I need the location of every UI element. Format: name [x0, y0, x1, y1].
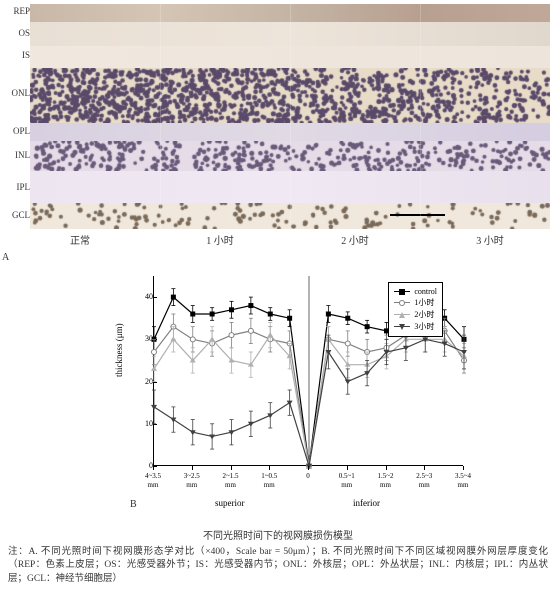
layer-label-rep: REP	[2, 6, 30, 16]
panel-a-col-label: 正常	[40, 232, 120, 247]
y-tick-label: 30	[139, 334, 153, 343]
layer-label-inl: INL	[2, 150, 30, 160]
y-tick-label: 10	[139, 419, 153, 428]
panel-a-col-label: 2 小时	[315, 232, 395, 247]
inferior-label: inferior	[353, 498, 380, 508]
legend-item: control	[394, 287, 437, 296]
x-tick-label: 0.5~1	[332, 472, 362, 480]
panel-b-chart: thickness (μm) 0 10 20 30 40 control1小时2小时3小…	[105, 272, 505, 522]
x-tick-label: 1.5~2	[371, 472, 401, 480]
panel-b-label: B	[130, 499, 137, 510]
histology-image	[30, 4, 550, 229]
chart-plot-area: control1小时2小时3小时	[153, 276, 463, 466]
panel-a-col-label: 1 小时	[180, 232, 260, 247]
y-axis-title: thickness (μm)	[114, 323, 124, 377]
x-tick-label: 1~0.5	[254, 472, 284, 480]
y-tick-label: 0	[139, 461, 153, 470]
layer-label-is: IS	[2, 50, 30, 60]
panel-a-histology: REPOSISONLOPLINLIPLGCL 正常1 小时2 小时3 小时 A	[30, 4, 550, 249]
layer-label-opl: OPL	[2, 126, 30, 136]
legend-item: 3小时	[394, 321, 437, 332]
panel-a-col-label: 3 小时	[450, 232, 530, 247]
layer-label-ipl: IPL	[2, 182, 30, 192]
y-tick-label: 20	[139, 377, 153, 386]
x-tick-label: 3.5~4	[448, 472, 478, 480]
caption-note: 注：A. 不同光照时间下视网膜形态学对比（×400，Scale bar = 50…	[8, 546, 548, 586]
x-tick-label: 4~3.5	[138, 472, 168, 480]
panel-a-label: A	[2, 252, 9, 263]
y-tick-label: 40	[139, 292, 153, 301]
chart-legend: control1小时2小时3小时	[388, 282, 443, 337]
x-tick-label: 3~2.5	[177, 472, 207, 480]
layer-label-gcl: GCL	[2, 210, 30, 220]
layer-label-onl: ONL	[2, 88, 30, 98]
x-tick-label: 2~1.5	[216, 472, 246, 480]
x-tick-label: 2.5~3	[409, 472, 439, 480]
superior-label: superior	[215, 498, 245, 508]
layer-label-os: OS	[2, 28, 30, 38]
y-ticks: 010203040	[139, 276, 153, 466]
legend-item: 1小时	[394, 297, 437, 308]
caption-title: 不同光照时间下的视网膜损伤模型	[8, 530, 548, 544]
scale-bar	[390, 214, 445, 216]
legend-item: 2小时	[394, 309, 437, 320]
figure-caption: 不同光照时间下的视网膜损伤模型 注：A. 不同光照时间下视网膜形态学对比（×40…	[8, 530, 548, 586]
x-tick-label: 0	[293, 472, 323, 480]
